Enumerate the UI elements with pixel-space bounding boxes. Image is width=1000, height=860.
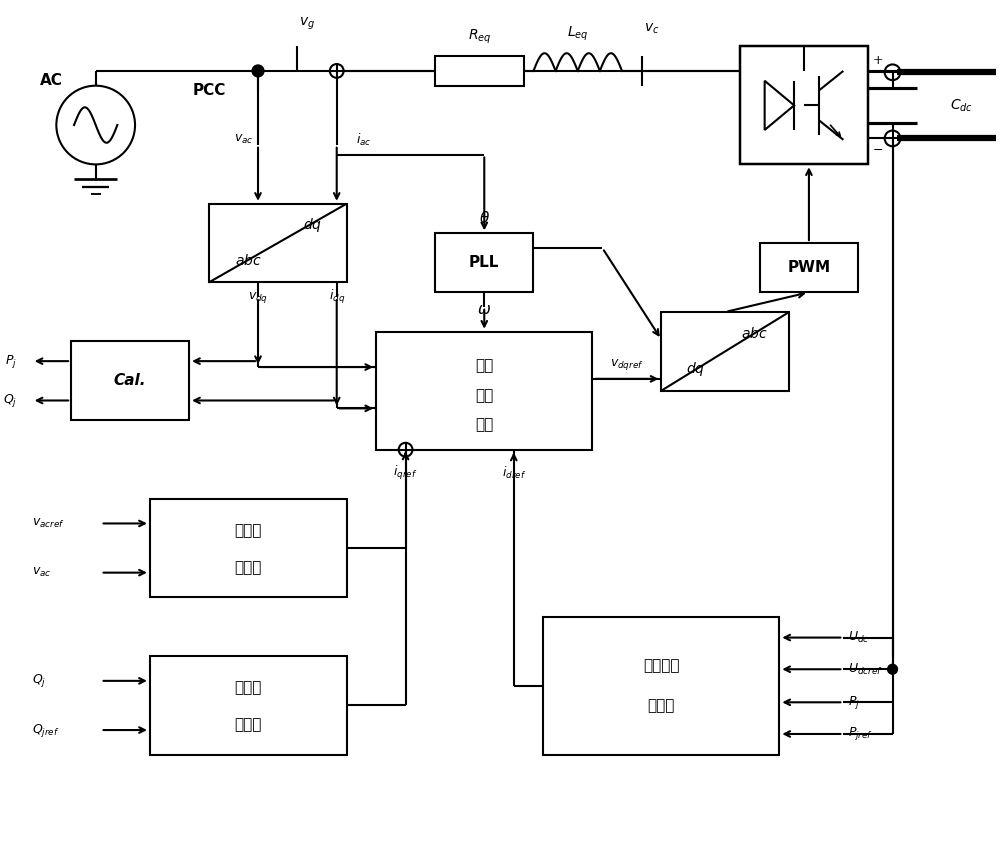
Text: $Q_{jref}$: $Q_{jref}$: [32, 722, 59, 739]
Text: PLL: PLL: [469, 255, 499, 270]
Circle shape: [252, 65, 264, 77]
Bar: [740, 46, 868, 164]
Text: $P_j$: $P_j$: [5, 353, 17, 370]
Text: $L_{eq}$: $L_{eq}$: [567, 24, 589, 43]
Text: $v_g$: $v_g$: [299, 15, 315, 32]
Text: 自适应下: 自适应下: [643, 659, 680, 673]
Text: $v_{dqref}$: $v_{dqref}$: [610, 357, 644, 372]
Text: $abc$: $abc$: [235, 254, 262, 268]
Text: $i_{qref}$: $i_{qref}$: [393, 464, 418, 482]
Text: $Q_j$: $Q_j$: [3, 392, 17, 409]
Text: 控制: 控制: [475, 418, 493, 433]
Text: $R_{eq}$: $R_{eq}$: [468, 28, 491, 46]
Text: PCC: PCC: [192, 83, 226, 98]
Text: $i_{ac}$: $i_{ac}$: [356, 132, 372, 148]
Bar: [435, 56, 524, 86]
Text: 率控制: 率控制: [234, 717, 262, 733]
Bar: [150, 499, 347, 597]
Bar: [209, 204, 347, 282]
Text: Cal.: Cal.: [114, 373, 146, 389]
Text: $U_{dcref}$: $U_{dcref}$: [848, 661, 883, 677]
Bar: [661, 312, 789, 390]
Text: $C_{dc}$: $C_{dc}$: [950, 97, 973, 114]
Text: 内环: 内环: [475, 359, 493, 373]
Text: $i_{dref}$: $i_{dref}$: [502, 464, 526, 481]
Text: $v_c$: $v_c$: [644, 22, 659, 36]
Text: $P_{jref}$: $P_{jref}$: [848, 726, 873, 742]
Text: $dq$: $dq$: [686, 360, 705, 378]
Text: −: −: [873, 144, 883, 157]
Text: 压控制: 压控制: [234, 560, 262, 575]
Text: $v_{dq}$: $v_{dq}$: [248, 290, 268, 304]
Text: $P_j$: $P_j$: [848, 694, 860, 711]
Text: AC: AC: [40, 73, 63, 89]
Text: $v_{ac}$: $v_{ac}$: [234, 133, 253, 146]
Bar: [543, 617, 779, 754]
Text: 垂控制: 垂控制: [648, 698, 675, 713]
Text: +: +: [872, 54, 883, 67]
Text: $U_{dc}$: $U_{dc}$: [848, 630, 870, 645]
Bar: [435, 233, 533, 292]
Bar: [376, 332, 592, 450]
Text: $v_{ac}$: $v_{ac}$: [32, 566, 51, 579]
Text: 电流: 电流: [475, 388, 493, 403]
Text: $abc$: $abc$: [741, 326, 768, 341]
Text: $i_{dq}$: $i_{dq}$: [329, 288, 345, 306]
Bar: [71, 341, 189, 421]
Text: $v_{acref}$: $v_{acref}$: [32, 517, 64, 530]
Circle shape: [888, 664, 897, 674]
Text: 交流电: 交流电: [234, 523, 262, 538]
Text: $dq$: $dq$: [303, 217, 322, 235]
Text: $\omega$: $\omega$: [477, 303, 491, 317]
Bar: [150, 656, 347, 754]
Text: PWM: PWM: [787, 261, 830, 275]
Bar: [760, 243, 858, 292]
Text: 无功功: 无功功: [234, 680, 262, 695]
Text: $\theta$: $\theta$: [479, 211, 490, 226]
Text: $Q_j$: $Q_j$: [32, 673, 46, 690]
